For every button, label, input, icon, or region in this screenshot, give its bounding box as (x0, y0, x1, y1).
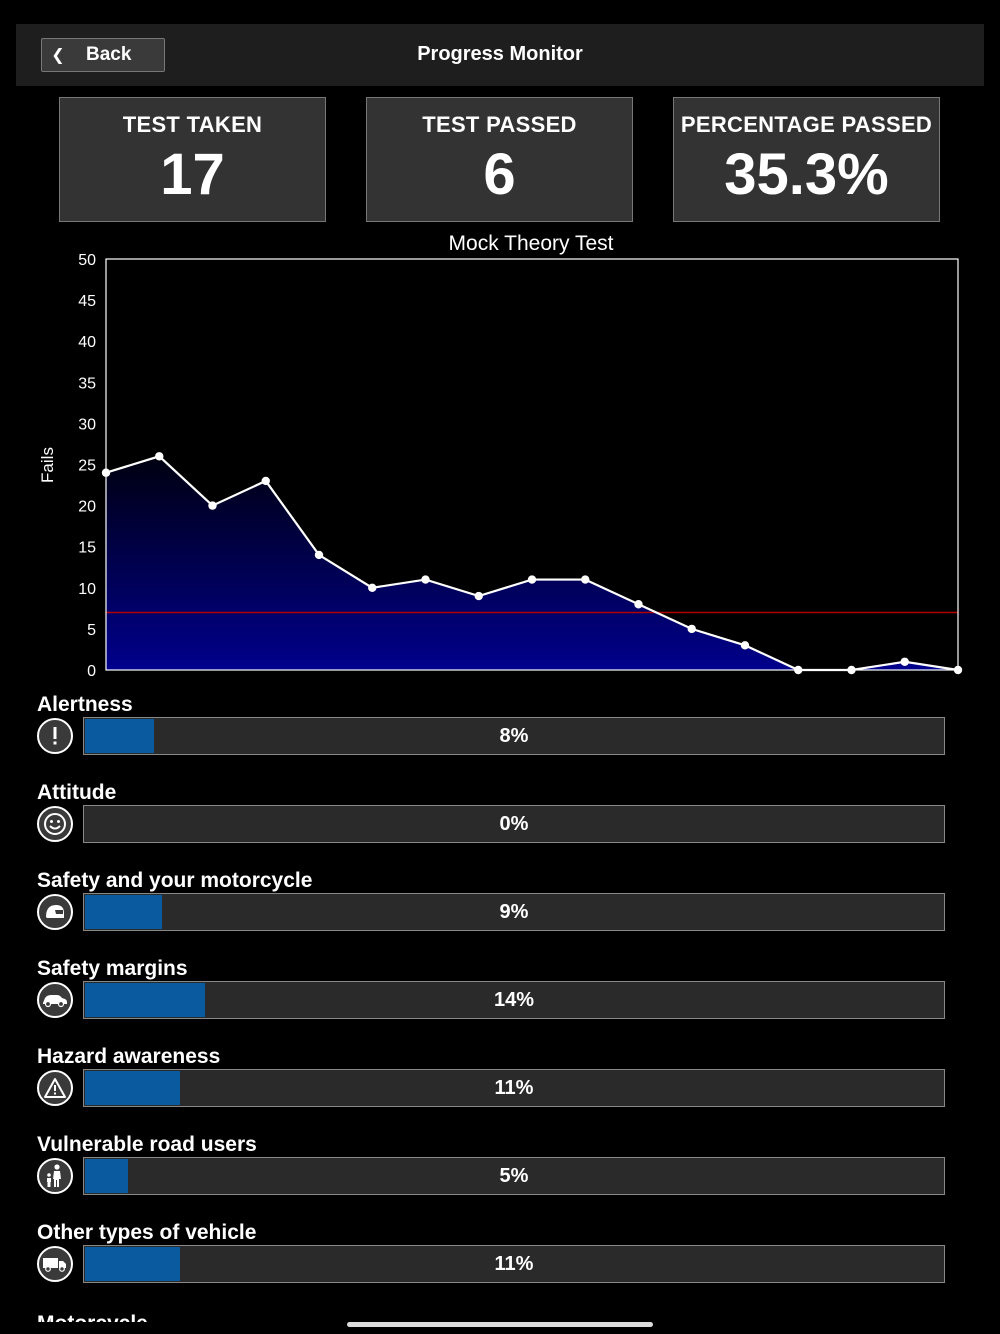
nav-bar: ❮ Back Progress Monitor (16, 24, 984, 86)
category-percent: 14% (493, 988, 535, 1011)
y-axis-label: Fails (38, 447, 57, 483)
y-axis-ticks: 0 5 10 15 20 25 30 35 40 45 50 (78, 252, 96, 680)
category-title-partial: Motorcycle handling (37, 1312, 237, 1322)
category-progress-fill (85, 983, 205, 1017)
stat-label: PERCENTAGE PASSED (680, 112, 933, 137)
exclamation-icon (37, 718, 73, 754)
category-title: Safety and your motorcycle (37, 869, 313, 892)
series-area (106, 456, 958, 670)
category-row-other-types-of-vehicle[interactable]: Other types of vehicle 11% (0, 1221, 1000, 1309)
y-tick-label: 50 (78, 252, 96, 269)
category-progress-fill (85, 1071, 180, 1105)
data-point (687, 624, 696, 634)
category-percent: 5% (499, 1164, 529, 1187)
stat-value: 35.3% (724, 142, 889, 207)
category-percent: 8% (499, 724, 529, 747)
data-point (421, 575, 430, 584)
y-tick-label: 35 (78, 375, 96, 392)
category-title: Safety margins (37, 957, 188, 980)
category-progress-fill (85, 1247, 180, 1281)
category-row-attitude[interactable]: Attitude 0% (0, 781, 1000, 869)
warning-triangle-icon (37, 1070, 73, 1106)
category-progress-bar: 5% (83, 1157, 945, 1195)
stat-label: TEST TAKEN (122, 112, 263, 137)
data-point (900, 657, 909, 666)
y-tick-label: 15 (78, 540, 96, 557)
series-points (101, 452, 963, 675)
data-point (314, 550, 324, 560)
plot-frame (105, 258, 959, 671)
category-title: Attitude (37, 781, 117, 804)
category-progress-bar: 8% (83, 717, 945, 755)
fails-chart: Mock Theory Test Fails 0 5 10 15 20 25 30 35 40 4… (38, 232, 963, 680)
category-progress-bar: 11% (83, 1069, 945, 1107)
y-tick-label: 0 (87, 663, 96, 680)
data-point (740, 641, 750, 650)
helmet-icon (37, 894, 73, 930)
data-point (634, 600, 643, 609)
y-tick-label: 45 (78, 293, 96, 310)
category-row-vulnerable-road-users[interactable]: Vulnerable road users 5% (0, 1133, 1000, 1221)
smiley-icon (37, 806, 73, 842)
data-point (368, 583, 377, 592)
category-percent: 0% (499, 812, 529, 835)
home-indicator[interactable] (347, 1322, 653, 1327)
category-progress-fill (85, 895, 162, 929)
category-progress-fill (85, 1159, 128, 1193)
category-percent: 11% (494, 1252, 534, 1275)
category-title: Hazard awareness (37, 1045, 221, 1068)
back-button-label: Back (86, 44, 132, 65)
data-point (474, 591, 483, 601)
stat-value: 17 (160, 142, 225, 207)
data-point (155, 452, 164, 461)
stat-label: TEST PASSED (422, 112, 577, 137)
stat-card-tests-taken: TEST TAKEN 17 (59, 97, 326, 222)
category-row-safety-margins[interactable]: Safety margins 14% (0, 957, 1000, 1045)
category-title: Other types of vehicle (37, 1221, 257, 1244)
data-point (581, 575, 590, 584)
stat-card-percentage-passed: PERCENTAGE PASSED 35.3% (673, 97, 940, 222)
car-icon (37, 982, 73, 1018)
back-button[interactable]: ❮ Back (41, 38, 165, 72)
category-row-alertness[interactable]: Alertness 8% (0, 693, 1000, 781)
y-tick-label: 20 (78, 499, 96, 516)
pedestrian-icon (37, 1158, 73, 1194)
data-point (208, 501, 217, 510)
category-progress-bar: 11% (83, 1245, 945, 1283)
truck-icon (37, 1246, 73, 1282)
chart-title: Mock Theory Test (449, 232, 614, 255)
category-title: Alertness (37, 693, 133, 716)
y-tick-label: 10 (78, 581, 96, 598)
stat-card-tests-passed: TEST PASSED 6 (366, 97, 633, 222)
chevron-left-icon: ❮ (51, 47, 65, 64)
data-point (527, 575, 537, 584)
category-percent: 9% (499, 900, 529, 923)
page-title: Progress Monitor (417, 43, 583, 65)
category-percent: 11% (494, 1076, 534, 1099)
y-tick-label: 30 (78, 416, 96, 433)
stat-value: 6 (483, 142, 516, 207)
category-progress-bar: 9% (83, 893, 945, 931)
category-progress-bar: 0% (83, 805, 945, 843)
category-row-safety-and-your-motorcycle[interactable]: Safety and your motorcycle 9% (0, 869, 1000, 957)
category-title: Motorcycle handling (37, 1312, 237, 1322)
category-title: Vulnerable road users (37, 1133, 257, 1156)
y-tick-label: 5 (87, 622, 96, 639)
category-row-hazard-awareness[interactable]: Hazard awareness 11% (0, 1045, 1000, 1133)
category-progress-fill (85, 719, 154, 753)
y-tick-label: 25 (78, 458, 96, 475)
data-point (261, 476, 270, 486)
y-tick-label: 40 (78, 334, 96, 351)
category-progress-bar: 14% (83, 981, 945, 1019)
